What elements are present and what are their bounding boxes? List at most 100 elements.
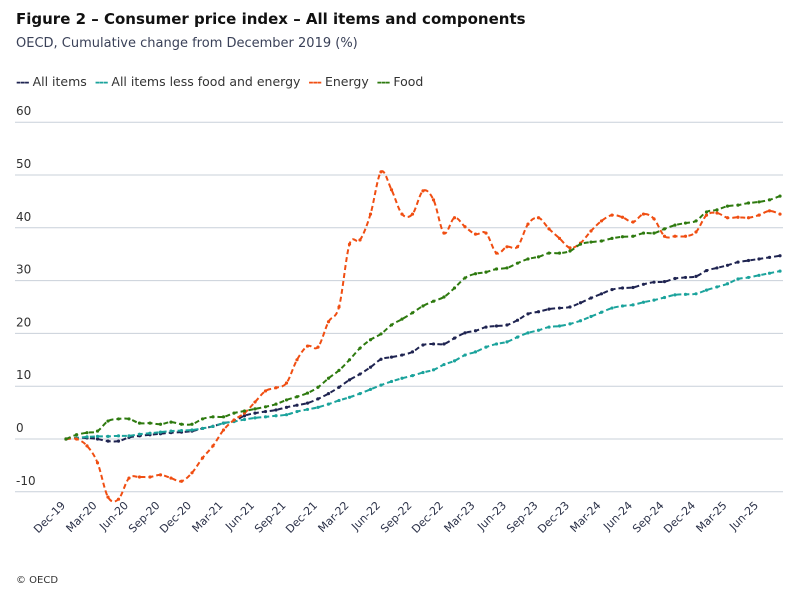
data-point <box>557 236 562 240</box>
data-point <box>641 212 646 216</box>
data-point <box>442 295 446 299</box>
data-point <box>274 386 278 390</box>
data-point <box>515 335 520 339</box>
data-point <box>652 280 656 284</box>
data-point <box>673 276 677 281</box>
data-point <box>421 304 425 308</box>
data-point <box>725 216 730 220</box>
chart-title: Figure 2 – Consumer price index – All it… <box>16 10 526 28</box>
data-point <box>473 272 478 276</box>
data-point <box>652 231 656 235</box>
data-point <box>484 231 488 235</box>
data-point <box>274 414 278 418</box>
data-point <box>620 235 625 239</box>
data-point <box>631 234 635 238</box>
data-point <box>242 409 247 413</box>
data-point <box>547 307 551 311</box>
data-point <box>704 210 709 214</box>
data-point <box>442 342 446 346</box>
data-point <box>116 497 121 501</box>
data-point <box>610 287 614 292</box>
data-point <box>326 320 331 324</box>
data-point <box>400 317 404 321</box>
x-tick-label: Dec-20 <box>157 499 194 536</box>
data-point <box>767 198 772 202</box>
data-point <box>589 229 593 233</box>
y-tick-label: 30 <box>16 263 31 277</box>
data-point <box>589 296 593 300</box>
data-point <box>547 227 551 231</box>
data-point <box>673 234 677 238</box>
data-point <box>316 397 320 401</box>
data-point <box>757 273 761 277</box>
x-tick-label: Mar-24 <box>568 499 604 535</box>
y-tick-label: 50 <box>16 157 31 171</box>
data-point <box>368 338 373 342</box>
data-point <box>179 479 184 483</box>
data-point <box>547 325 551 329</box>
data-point <box>169 429 173 433</box>
legend-item-core[interactable]: --- All items less food and energy <box>95 74 301 89</box>
legend-label: All items <box>32 74 87 89</box>
data-point <box>683 275 688 280</box>
x-tick-label: Sep-20 <box>126 499 163 536</box>
data-point <box>106 419 110 423</box>
data-point <box>242 414 247 418</box>
data-point <box>536 328 541 332</box>
x-tick-label: Sep-24 <box>630 499 667 536</box>
data-point <box>326 402 331 406</box>
legend-item-food[interactable]: --- Food <box>377 74 424 89</box>
data-point <box>484 345 488 349</box>
data-point <box>505 323 509 327</box>
data-point <box>358 391 362 396</box>
data-point <box>158 430 163 434</box>
data-point <box>452 286 457 290</box>
data-point <box>179 428 184 433</box>
data-point <box>463 225 467 229</box>
data-point <box>746 201 751 205</box>
legend-swatch: --- <box>16 74 30 89</box>
data-point <box>400 212 404 216</box>
data-point <box>190 471 194 475</box>
data-point <box>704 213 709 217</box>
data-point <box>116 439 121 443</box>
data-point <box>389 323 394 327</box>
data-point <box>505 245 509 249</box>
data-point <box>169 420 173 424</box>
data-point <box>253 411 257 415</box>
data-point <box>106 495 110 499</box>
data-point <box>673 223 677 227</box>
data-point <box>347 395 352 399</box>
data-point <box>347 378 352 382</box>
data-point <box>463 353 467 357</box>
data-point <box>190 428 194 432</box>
data-point <box>599 292 604 296</box>
data-point <box>179 422 184 426</box>
x-tick-label: Jun-24 <box>600 499 635 534</box>
data-point <box>526 222 530 226</box>
y-tick-label: 40 <box>16 210 31 224</box>
x-tick-label: Dec-22 <box>409 499 446 536</box>
data-point <box>347 242 352 246</box>
data-point <box>284 413 289 417</box>
data-point <box>494 251 499 255</box>
data-point <box>358 372 362 376</box>
y-tick-label: 0 <box>16 421 24 435</box>
data-point <box>515 318 520 322</box>
legend-item-all-items[interactable]: --- All items <box>16 74 87 89</box>
legend-item-energy[interactable]: --- Energy <box>308 74 368 89</box>
data-point <box>463 276 467 280</box>
data-point <box>683 221 688 225</box>
data-point <box>452 359 457 363</box>
data-point <box>757 257 761 261</box>
data-point <box>421 189 425 193</box>
data-point <box>200 417 205 421</box>
data-point <box>410 311 415 315</box>
legend-label: All items less food and energy <box>111 74 301 89</box>
data-point <box>263 389 268 393</box>
data-point <box>74 433 79 437</box>
data-point <box>389 379 394 384</box>
data-point <box>337 398 341 403</box>
data-point <box>253 407 257 411</box>
